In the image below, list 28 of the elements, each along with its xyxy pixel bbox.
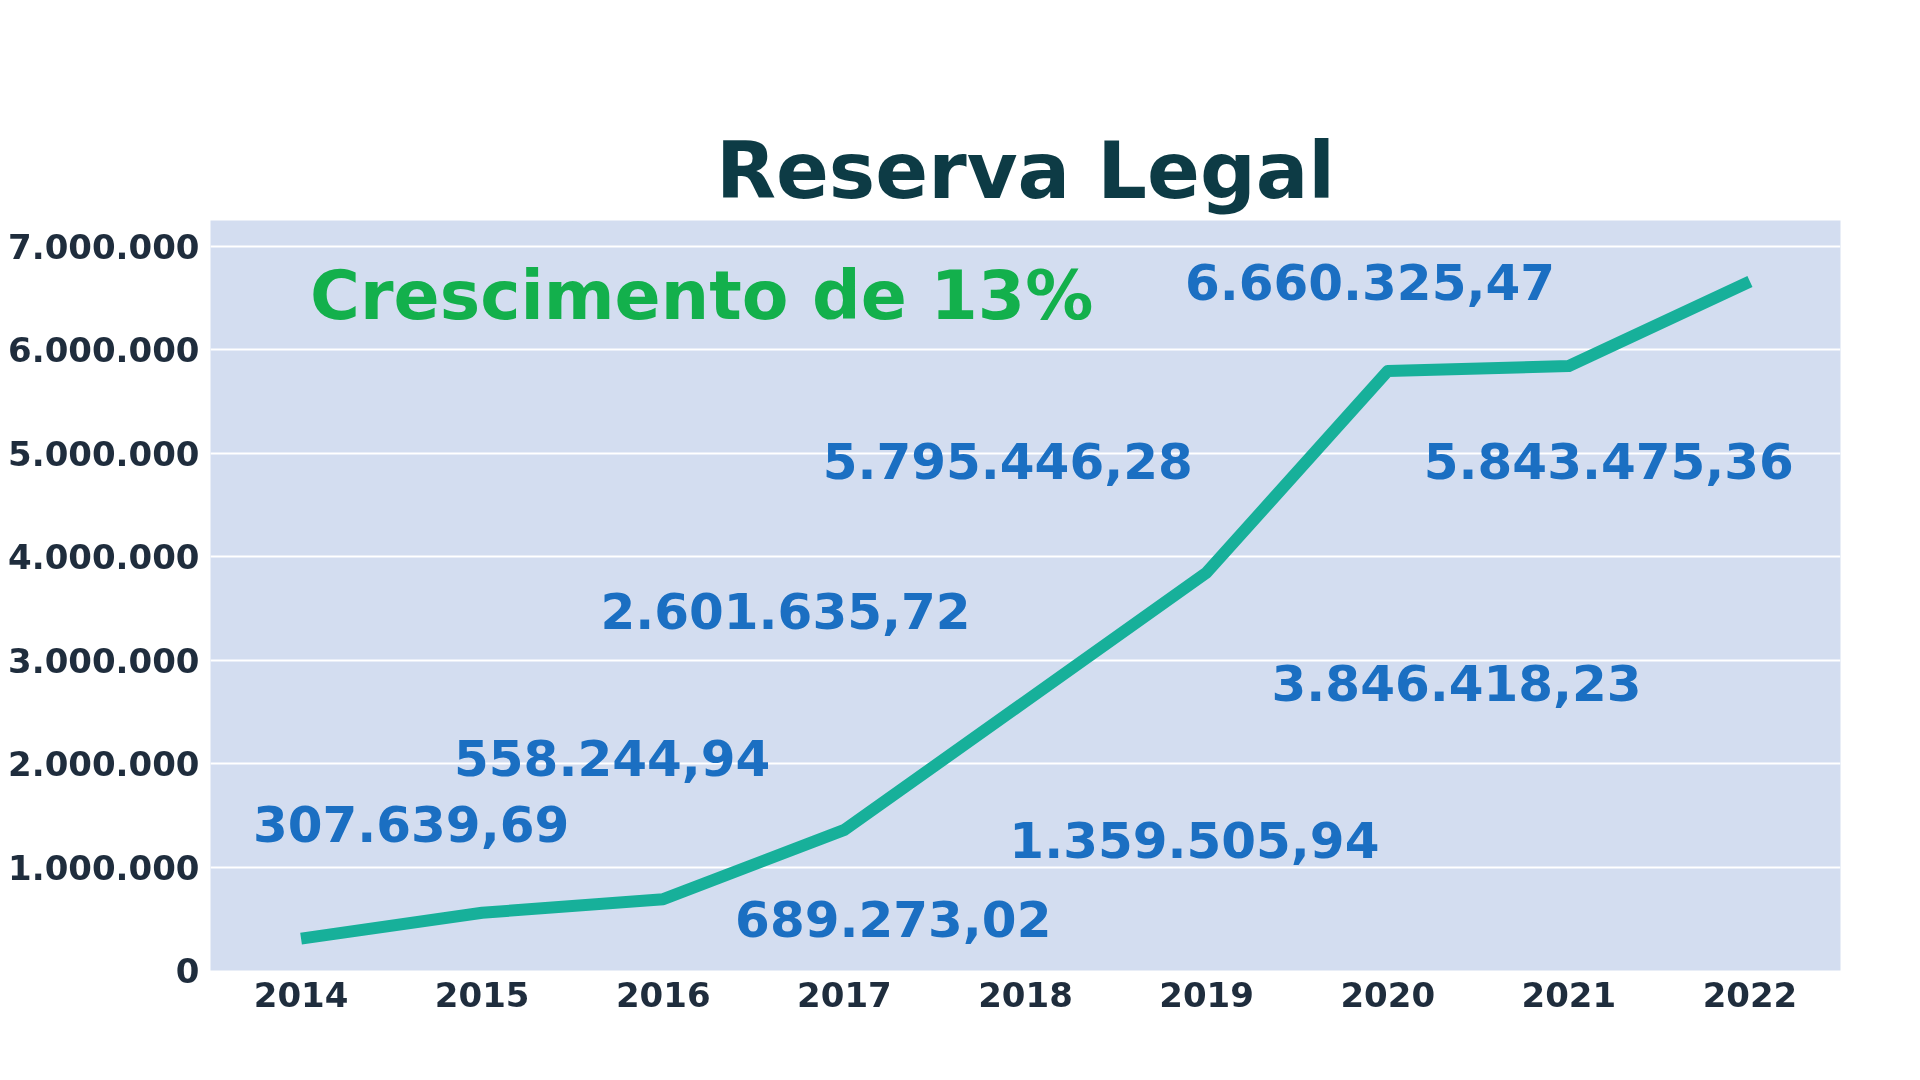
- y-tick-label: 1.000.000: [8, 847, 200, 888]
- text: 2.601.635,72: [600, 583, 971, 642]
- y-tick-label: 3.000.000: [8, 640, 200, 681]
- y-tick-label: 2.000.000: [8, 744, 200, 785]
- text: 3.846.418,23: [1271, 654, 1642, 713]
- y-tick-label: 5.000.000: [8, 433, 200, 474]
- x-tick-label: 2016: [615, 974, 711, 1015]
- text: 307.639,69: [252, 795, 570, 854]
- text: 5.843.475,36: [1423, 433, 1794, 491]
- text: 6.660.325,47: [1184, 253, 1555, 312]
- x-tick-label: 2021: [1521, 974, 1617, 1015]
- x-tick-label: 2020: [1340, 974, 1436, 1015]
- y-tick-label: 6.000.000: [8, 330, 200, 371]
- chart-title: Reserva Legal: [715, 125, 1336, 216]
- x-tick-label: 2018: [978, 974, 1073, 1015]
- text: 558.244,94: [454, 729, 771, 788]
- x-tick-label: 2017: [797, 974, 892, 1015]
- text: 5.795.446,28: [822, 432, 1193, 491]
- text: 689.273,02: [735, 891, 1052, 950]
- y-tick-label: 0: [175, 951, 200, 991]
- y-tick-label: 4.000.000: [8, 537, 200, 578]
- text: 1.359.505,94: [1009, 811, 1380, 870]
- x-tick-label: 2019: [1159, 974, 1254, 1015]
- x-tick-label: 2015: [434, 974, 530, 1015]
- x-tick-label: 2014: [253, 974, 349, 1015]
- annotation: Crescimento de 13%: [310, 256, 1094, 335]
- x-tick-label: 2022: [1702, 974, 1798, 1015]
- y-tick-label: 7.000.000: [8, 226, 200, 267]
